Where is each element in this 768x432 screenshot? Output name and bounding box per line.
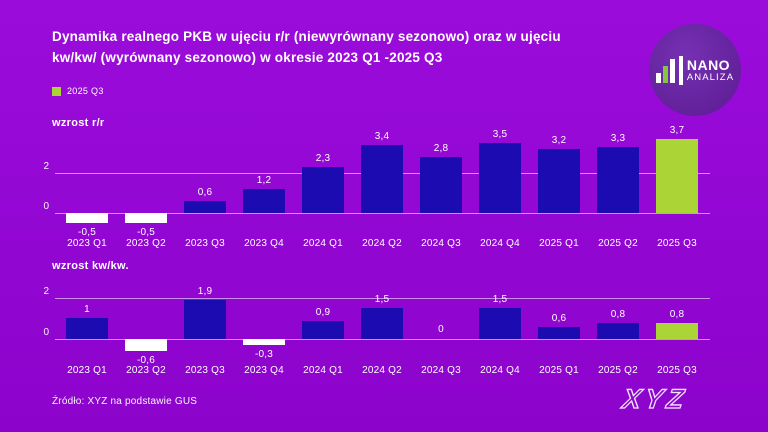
bar [361,145,403,213]
x-axis-label: 2023 Q4 [244,238,284,249]
bar-value-label: -0,6 [136,355,156,366]
bar-icon-segment-2 [662,66,668,83]
x-axis-label: 2025 Q3 [657,365,697,376]
bar-value-label: 3,4 [374,131,390,142]
x-axis-label: 2023 Q4 [244,365,284,376]
page-title: Dynamika realnego PKB w ujęciu r/r (niew… [52,26,612,68]
gridline [55,339,710,340]
bar-value-label: 0,8 [669,309,685,320]
bar-value-label: 0,6 [551,313,567,324]
bar [302,167,344,213]
x-axis-label: 2024 Q2 [362,365,402,376]
bar [479,308,521,339]
bar-value-label: 3,3 [610,133,626,144]
bar-value-label: 0,9 [315,307,331,318]
x-axis-label: 2025 Q1 [539,365,579,376]
bar [538,327,580,339]
bar [656,139,698,213]
x-axis-label: 2023 Q2 [126,238,166,249]
title-line-1: Dynamika realnego PKB w ujęciu r/r (niew… [52,29,561,44]
gridline [55,213,710,214]
bar-value-label: 1,2 [256,175,272,186]
x-axis-label: 2025 Q2 [598,238,638,249]
bar [184,201,226,213]
logo-text-analiza: ANALIZA [686,71,735,83]
x-axis-label: 2024 Q2 [362,238,402,249]
bar [66,318,108,339]
legend-swatch [52,86,61,96]
bar-value-label: -0,5 [77,227,97,238]
bar [656,323,698,339]
bar-value-label: 3,5 [492,129,508,140]
bar-value-label: 1,5 [492,294,508,305]
x-axis-label: 2024 Q3 [421,238,461,249]
bar [243,189,285,213]
bar-value-label: 2,3 [315,153,331,164]
legend: 2025 Q3 [52,86,104,96]
bar [125,213,167,223]
xyz-brand-logo: XYZ [616,378,736,427]
bar [66,213,108,223]
bar-value-label: 1,5 [374,294,390,305]
bar [184,300,226,339]
y-tick-label: 2 [43,161,49,172]
bar [597,323,639,339]
x-axis-label: 2023 Q1 [67,238,107,249]
nano-analiza-logo: NANO ANALIZA [649,24,741,116]
bar-value-label: 0,6 [197,187,213,198]
y-tick-label: 0 [43,201,49,212]
bar [479,143,521,213]
bar-value-label: 2,8 [433,143,449,154]
xyz-logo-text: XYZ [619,383,690,414]
y-tick-label: 2 [43,286,49,297]
bar [302,321,344,339]
title-line-2: kw/kw/ (wyrównany sezonowo) w okresie 20… [52,50,443,65]
y-tick-label: 0 [43,327,49,338]
bar [538,149,580,213]
bar-value-label: -0,3 [254,349,274,360]
bar-value-label: 3,2 [551,135,567,146]
x-axis-label: 2023 Q3 [185,238,225,249]
bar [125,339,167,351]
gridline [55,298,710,299]
logo-text-nano: NANO [686,56,731,73]
chart-title-qoq: wzrost kw/kw. [52,260,129,272]
bar-value-label: 1 [84,304,90,315]
bar-value-label: 0,8 [610,309,626,320]
x-axis-label: 2024 Q1 [303,365,343,376]
x-axis-label: 2025 Q2 [598,365,638,376]
bar [597,147,639,213]
x-axis-label: 2025 Q1 [539,238,579,249]
x-axis-label: 2023 Q1 [67,365,107,376]
logo-inner: NANO ANALIZA [655,55,735,85]
bar-value-label: 1,9 [197,286,213,297]
bar-value-label: 0 [438,324,444,335]
x-axis-label: 2024 Q3 [421,365,461,376]
x-axis-label: 2024 Q4 [480,238,520,249]
source-note: Źródło: XYZ na podstawie GUS [52,396,198,407]
x-axis-label: 2024 Q4 [480,365,520,376]
bar [420,157,462,213]
bar [361,308,403,339]
bar-chart-icon [655,57,675,83]
x-axis-label: 2023 Q3 [185,365,225,376]
legend-label: 2025 Q3 [67,86,104,96]
x-axis-label: 2023 Q2 [126,365,166,376]
bar-icon-segment-3 [669,59,675,83]
bar-value-label: -0,5 [136,227,156,238]
x-axis-label: 2024 Q1 [303,238,343,249]
chart-title-yoy: wzrost r/r [52,117,105,129]
bar [243,339,285,345]
x-axis-label: 2025 Q3 [657,238,697,249]
xyz-logo-svg: XYZ [618,382,690,414]
logo-divider [678,55,683,85]
bar-value-label: 3,7 [669,125,685,136]
bar-icon-segment-1 [655,73,661,83]
